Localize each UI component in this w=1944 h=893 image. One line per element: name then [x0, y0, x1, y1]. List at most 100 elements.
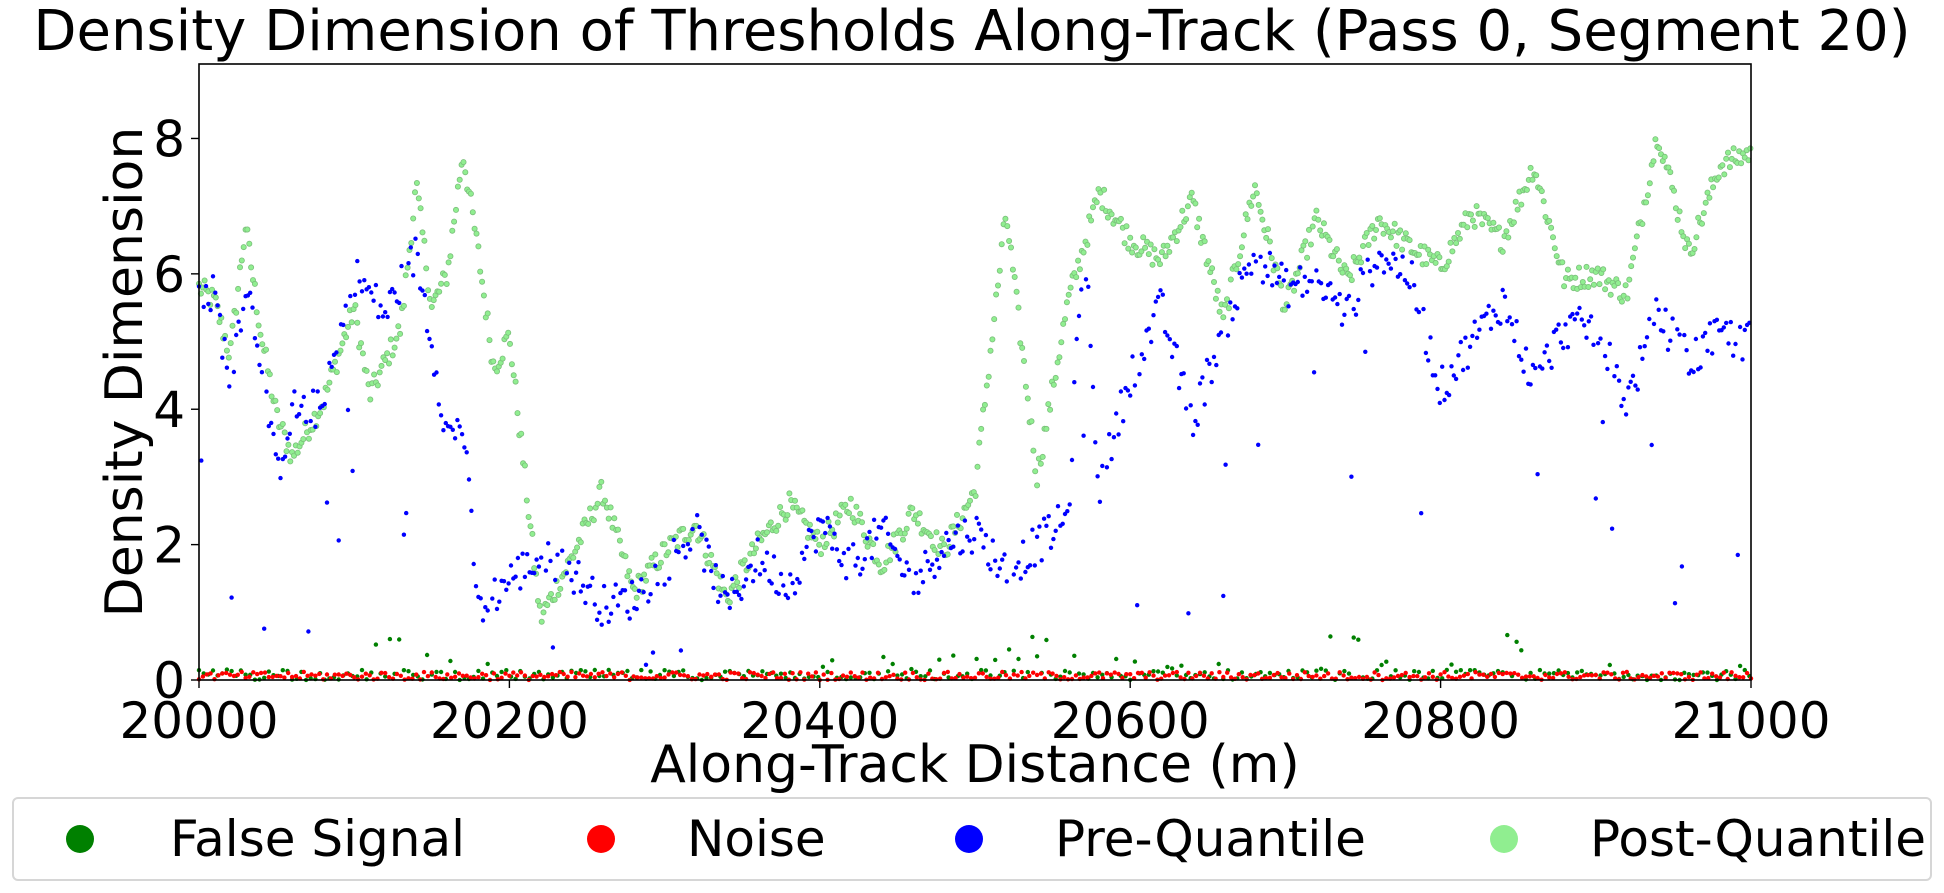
post-quantile-point [933, 529, 940, 536]
pre-quantile-point [508, 563, 514, 568]
noise-point [425, 674, 431, 679]
pre-quantile-point [1737, 324, 1743, 330]
pre-quantile-point [1486, 303, 1491, 309]
pre-quantile-point [203, 283, 209, 289]
pre-quantile-point [1239, 275, 1245, 280]
noise-point [1085, 675, 1090, 680]
y-tick-label: 0 [153, 652, 185, 710]
post-quantile-point [1540, 198, 1547, 205]
noise-point [771, 670, 776, 675]
noise-point [1550, 675, 1556, 681]
noise-point [957, 671, 962, 677]
pre-quantile-point [220, 355, 225, 360]
pre-quantile-point [362, 278, 367, 283]
post-quantile-point [680, 525, 687, 532]
post-quantile-point [1585, 283, 1592, 290]
post-quantile-point [1624, 295, 1631, 302]
post-quantile-point [274, 407, 281, 414]
pre-quantile-point [1724, 320, 1729, 326]
post-quantile-point [337, 347, 344, 354]
post-quantile-point [1149, 261, 1156, 268]
post-quantile-point [1343, 265, 1350, 272]
pre-quantile-point [1435, 386, 1440, 392]
post-quantile-point [246, 240, 253, 247]
post-quantile-point [1622, 282, 1629, 289]
post-quantile-point [475, 243, 482, 250]
noise-point [1411, 673, 1416, 679]
post-quantile-point [587, 505, 594, 512]
pre-quantile-point [1256, 442, 1261, 447]
pre-quantile-point [1595, 341, 1601, 346]
post-quantile-point [508, 361, 515, 368]
post-quantile-point [1451, 234, 1458, 241]
noise-point [429, 670, 434, 675]
pre-quantile-point [1686, 371, 1692, 376]
false-signal-point [485, 661, 490, 667]
pre-quantile-point [1128, 393, 1133, 398]
post-quantile-point [348, 319, 355, 326]
false-signal-point [722, 669, 728, 674]
noise-point [1585, 672, 1591, 678]
false-signal-point [825, 669, 830, 675]
pre-quantile-point [993, 558, 998, 563]
noise-point [309, 672, 314, 677]
pre-quantile-point [785, 595, 791, 601]
post-quantile-point [665, 549, 672, 556]
noise-point [1488, 671, 1494, 677]
noise-point [565, 674, 570, 679]
x-tick-label: 20600 [1051, 692, 1210, 750]
noise-point [612, 675, 617, 680]
pre-quantile-point [734, 589, 739, 594]
post-quantile-point [1436, 254, 1443, 261]
pre-quantile-point [1584, 335, 1589, 340]
post-quantile-point [685, 537, 692, 544]
post-quantile-point [1235, 261, 1242, 268]
noise-point [274, 673, 279, 679]
post-quantile-point [605, 515, 612, 522]
pre-quantile-point [1151, 313, 1156, 318]
post-quantile-point [413, 179, 420, 186]
pre-quantile-point [1155, 294, 1161, 300]
pre-quantile-point [1465, 365, 1471, 370]
pre-quantile-point [390, 286, 395, 292]
post-quantile-point [1376, 215, 1383, 222]
post-quantile-point [400, 302, 407, 309]
noise-point [662, 675, 667, 680]
post-quantile-point [227, 340, 234, 347]
post-quantile-point [661, 541, 668, 548]
post-quantile-point [1572, 274, 1579, 281]
false-signal-point [1328, 634, 1333, 639]
post-quantile-point [1222, 301, 1229, 308]
noise-point [1527, 674, 1533, 679]
pre-quantile-point [201, 304, 206, 310]
post-quantile-point [985, 373, 992, 380]
pre-quantile-point [1453, 376, 1459, 382]
pre-quantile-point [622, 588, 628, 593]
pre-quantile-point [741, 584, 746, 589]
pre-quantile-point [1130, 354, 1135, 359]
post-quantile-point [410, 215, 417, 222]
noise-point [1593, 672, 1599, 678]
noise-point [1492, 674, 1498, 680]
noise-point [468, 675, 473, 680]
pre-quantile-point [259, 370, 265, 375]
pre-quantile-point [955, 523, 961, 528]
post-quantile-point [1233, 266, 1240, 273]
pre-quantile-point [466, 477, 472, 482]
pre-quantile-point [841, 550, 847, 556]
noise-point [798, 670, 803, 675]
pre-quantile-point [1405, 281, 1410, 286]
false-signal-point [406, 669, 411, 674]
post-quantile-point [521, 462, 528, 469]
pre-quantile-point [1111, 435, 1117, 440]
noise-point [1671, 670, 1676, 676]
pre-quantile-point [1684, 348, 1689, 353]
pre-quantile-point [1505, 319, 1510, 324]
noise-point [1519, 675, 1525, 680]
noise-point [1624, 669, 1630, 675]
post-quantile-point [981, 401, 988, 408]
post-quantile-point [626, 568, 633, 575]
pre-quantile-point [1135, 603, 1140, 608]
post-quantile-point [596, 483, 603, 490]
noise-point [860, 670, 865, 675]
